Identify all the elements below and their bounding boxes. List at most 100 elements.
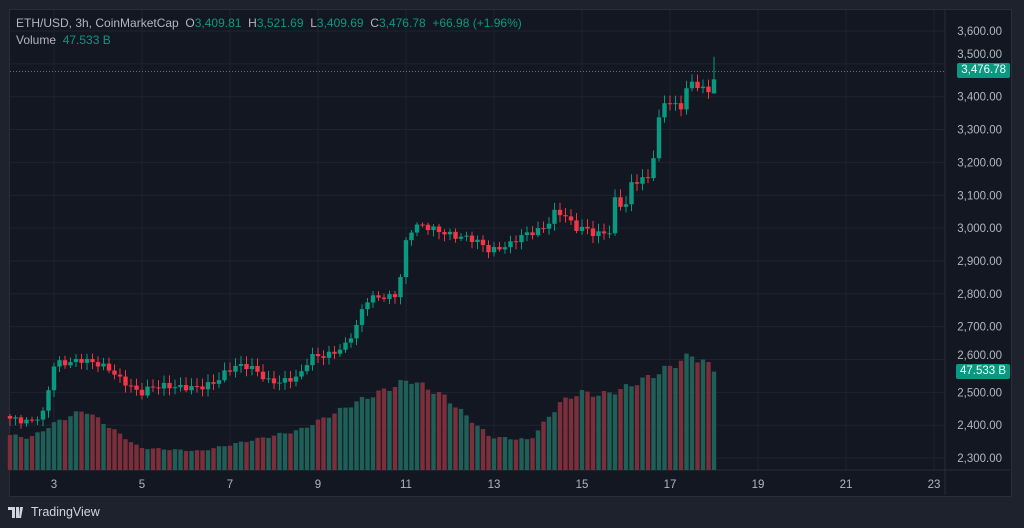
volume-value: 47.533 B <box>62 33 111 47</box>
open-value: 3,409.81 <box>194 16 242 30</box>
candle-body <box>150 386 156 388</box>
volume-bar <box>381 388 387 470</box>
y-tick-label: 2,600.00 <box>957 350 1002 362</box>
candle-body <box>51 366 57 391</box>
candle-body <box>689 81 695 89</box>
candle-body <box>244 363 249 370</box>
candle-body <box>249 365 255 370</box>
volume-bar <box>656 374 662 470</box>
candle-body <box>398 277 403 298</box>
candle-body <box>403 240 409 278</box>
candle-body <box>524 232 530 236</box>
volume-bar <box>453 407 458 470</box>
symbol-label[interactable]: ETH/USD, 3h, CoinMarketCap <box>16 16 179 30</box>
volume-bar <box>46 428 51 470</box>
candle-body <box>508 241 513 248</box>
volume-bar <box>183 450 189 470</box>
candle-body <box>73 358 79 363</box>
candle-body <box>167 382 172 389</box>
candle-body <box>200 386 205 390</box>
volume-bar <box>172 449 178 470</box>
candle-body <box>255 365 260 372</box>
candle-body <box>205 382 211 390</box>
candle-body <box>431 226 436 231</box>
candle-body <box>502 247 508 250</box>
volume-bar <box>128 442 134 470</box>
candle-body <box>348 338 354 343</box>
volume-bar <box>7 435 13 470</box>
volume-bar <box>612 394 618 470</box>
volume-bar <box>211 448 216 470</box>
candle-body <box>216 380 222 384</box>
y-tick-label: 2,300.00 <box>957 453 1002 465</box>
y-tick-label: 2,900.00 <box>957 256 1002 268</box>
candle-body <box>211 382 216 384</box>
candle-body <box>420 224 425 226</box>
volume-bar <box>62 420 68 470</box>
y-tick-label: 2,800.00 <box>957 289 1002 301</box>
volume-bar <box>431 393 436 470</box>
candle-body <box>623 204 629 207</box>
volume-bar <box>79 411 84 470</box>
volume-bar <box>18 437 24 470</box>
candle-body <box>117 374 123 377</box>
candle-body <box>673 103 678 105</box>
volume-bar <box>524 439 530 470</box>
y-tick-label: 2,700.00 <box>957 322 1002 334</box>
volume-bar <box>546 416 552 470</box>
volume-bar <box>112 429 117 470</box>
volume-bar <box>645 374 651 470</box>
volume-bar <box>134 444 139 470</box>
volume-bar <box>299 427 304 470</box>
candle-body <box>95 362 101 367</box>
candle-body <box>282 378 288 383</box>
volume-bar <box>40 431 46 470</box>
y-tick-label: 3,100.00 <box>957 190 1002 202</box>
volume-bar <box>458 408 464 470</box>
candle-body <box>354 324 359 339</box>
volume-bar <box>139 447 145 470</box>
candle-body <box>365 302 370 310</box>
candle-body <box>519 235 524 243</box>
volume-bar <box>601 391 607 470</box>
x-tick-label: 7 <box>227 479 233 491</box>
candle-body <box>29 419 35 421</box>
candle-body <box>343 342 348 350</box>
change-value: +66.98 (+1.96%) <box>432 16 522 30</box>
candle-body <box>62 360 68 366</box>
volume-bar <box>227 445 233 470</box>
candle-body <box>293 376 299 382</box>
candle-body <box>590 228 596 237</box>
volume-bar <box>502 437 508 470</box>
candle-body <box>612 197 618 234</box>
volume-bar <box>293 430 299 470</box>
candle-body <box>57 360 62 367</box>
y-tick-label: 3,000.00 <box>957 223 1002 235</box>
candle-body <box>552 209 557 224</box>
volume-bar <box>95 417 101 470</box>
volume-label[interactable]: Volume <box>16 33 57 47</box>
tradingview-icon <box>8 506 23 518</box>
volume-bar <box>29 436 35 470</box>
volume-bar <box>304 427 310 470</box>
candle-body <box>563 215 568 217</box>
volume-bar <box>310 425 315 470</box>
tradingview-logo[interactable]: TradingView <box>8 505 100 519</box>
candle-body <box>513 241 519 243</box>
candle-body <box>662 103 667 118</box>
candle-body <box>189 386 194 391</box>
candle-body <box>640 177 645 184</box>
volume-bar <box>475 425 480 470</box>
candle-body <box>79 358 84 363</box>
candle-body <box>321 356 326 358</box>
y-tick-label: 2,400.00 <box>957 420 1002 432</box>
close-value: 3,476.78 <box>378 16 426 30</box>
candle-body <box>227 370 233 372</box>
volume-bar <box>156 448 161 470</box>
volume-bar <box>161 449 167 470</box>
volume-bar <box>106 427 112 470</box>
volume-bar <box>205 450 211 470</box>
x-tick-label: 9 <box>315 479 321 491</box>
candle-body <box>711 79 717 94</box>
